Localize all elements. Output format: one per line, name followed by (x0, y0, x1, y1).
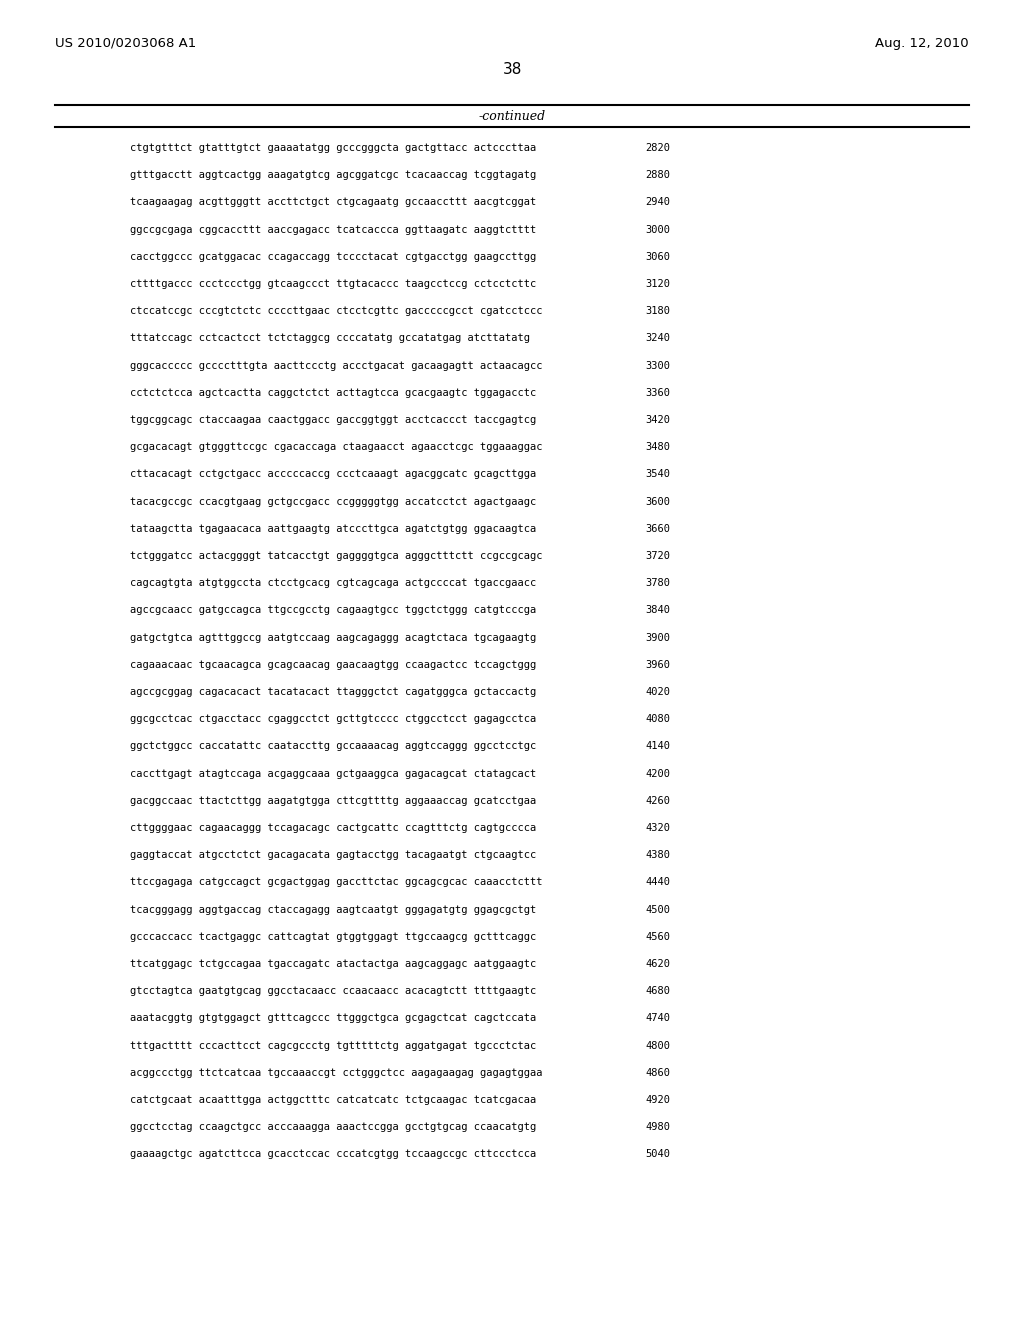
Text: 4920: 4920 (645, 1096, 670, 1105)
Text: 4320: 4320 (645, 822, 670, 833)
Text: ggctctggcc caccatattc caataccttg gccaaaacag aggtccaggg ggcctcctgc: ggctctggcc caccatattc caataccttg gccaaaa… (130, 742, 537, 751)
Text: tctgggatcc actacggggt tatcacctgt gaggggtgca agggctttctt ccgccgcagc: tctgggatcc actacggggt tatcacctgt gaggggt… (130, 550, 543, 561)
Text: acggccctgg ttctcatcaa tgccaaaccgt cctgggctcc aagagaagag gagagtggaa: acggccctgg ttctcatcaa tgccaaaccgt cctggg… (130, 1068, 543, 1078)
Text: caccttgagt atagtccaga acgaggcaaa gctgaaggca gagacagcat ctatagcact: caccttgagt atagtccaga acgaggcaaa gctgaag… (130, 768, 537, 779)
Text: tcaagaagag acgttgggtt accttctgct ctgcagaatg gccaaccttt aacgtcggat: tcaagaagag acgttgggtt accttctgct ctgcaga… (130, 198, 537, 207)
Text: 4860: 4860 (645, 1068, 670, 1078)
Text: gcccaccacc tcactgaggc cattcagtat gtggtggagt ttgccaagcg gctttcaggc: gcccaccacc tcactgaggc cattcagtat gtggtgg… (130, 932, 537, 941)
Text: gcgacacagt gtgggttccgc cgacaccaga ctaagaacct agaacctcgc tggaaaggac: gcgacacagt gtgggttccgc cgacaccaga ctaaga… (130, 442, 543, 453)
Text: 4500: 4500 (645, 904, 670, 915)
Text: 3300: 3300 (645, 360, 670, 371)
Text: cttttgaccc ccctccctgg gtcaagccct ttgtacaccc taagcctccg cctcctcttc: cttttgaccc ccctccctgg gtcaagccct ttgtaca… (130, 279, 537, 289)
Text: 3540: 3540 (645, 470, 670, 479)
Text: US 2010/0203068 A1: US 2010/0203068 A1 (55, 37, 197, 50)
Text: 3060: 3060 (645, 252, 670, 261)
Text: ggcctcctag ccaagctgcc acccaaagga aaactccgga gcctgtgcag ccaacatgtg: ggcctcctag ccaagctgcc acccaaagga aaactcc… (130, 1122, 537, 1133)
Text: cttacacagt cctgctgacc acccccaccg ccctcaaagt agacggcatc gcagcttgga: cttacacagt cctgctgacc acccccaccg ccctcaa… (130, 470, 537, 479)
Text: 2880: 2880 (645, 170, 670, 181)
Text: 4800: 4800 (645, 1040, 670, 1051)
Text: ctccatccgc cccgtctctc ccccttgaac ctcctcgttc gacccccgcct cgatcctccc: ctccatccgc cccgtctctc ccccttgaac ctcctcg… (130, 306, 543, 317)
Text: 2940: 2940 (645, 198, 670, 207)
Text: 3120: 3120 (645, 279, 670, 289)
Text: cagaaacaac tgcaacagca gcagcaacag gaacaagtgg ccaagactcc tccagctggg: cagaaacaac tgcaacagca gcagcaacag gaacaag… (130, 660, 537, 669)
Text: 3780: 3780 (645, 578, 670, 589)
Text: 4380: 4380 (645, 850, 670, 861)
Text: -continued: -continued (478, 110, 546, 123)
Text: 3600: 3600 (645, 496, 670, 507)
Text: 4200: 4200 (645, 768, 670, 779)
Text: tttgactttt cccacttcct cagcgccctg tgtttttctg aggatgagat tgccctctac: tttgactttt cccacttcct cagcgccctg tgttttt… (130, 1040, 537, 1051)
Text: 4140: 4140 (645, 742, 670, 751)
Text: 4020: 4020 (645, 686, 670, 697)
Text: 3360: 3360 (645, 388, 670, 397)
Text: gatgctgtca agtttggccg aatgtccaag aagcagaggg acagtctaca tgcagaagtg: gatgctgtca agtttggccg aatgtccaag aagcaga… (130, 632, 537, 643)
Text: 3960: 3960 (645, 660, 670, 669)
Text: 3480: 3480 (645, 442, 670, 453)
Text: 3660: 3660 (645, 524, 670, 533)
Text: cctctctcca agctcactta caggctctct acttagtcca gcacgaagtc tggagacctc: cctctctcca agctcactta caggctctct acttagt… (130, 388, 537, 397)
Text: aaatacggtg gtgtggagct gtttcagccc ttgggctgca gcgagctcat cagctccata: aaatacggtg gtgtggagct gtttcagccc ttgggct… (130, 1014, 537, 1023)
Text: ggcgcctcac ctgacctacc cgaggcctct gcttgtcccc ctggcctcct gagagcctca: ggcgcctcac ctgacctacc cgaggcctct gcttgtc… (130, 714, 537, 725)
Text: ggccgcgaga cggcaccttt aaccgagacc tcatcaccca ggttaagatc aaggtctttt: ggccgcgaga cggcaccttt aaccgagacc tcatcac… (130, 224, 537, 235)
Text: 3720: 3720 (645, 550, 670, 561)
Text: cagcagtgta atgtggccta ctcctgcacg cgtcagcaga actgccccat tgaccgaacc: cagcagtgta atgtggccta ctcctgcacg cgtcagc… (130, 578, 537, 589)
Text: ttcatggagc tctgccagaa tgaccagatc atactactga aagcaggagc aatggaagtc: ttcatggagc tctgccagaa tgaccagatc atactac… (130, 960, 537, 969)
Text: 3840: 3840 (645, 606, 670, 615)
Text: 4260: 4260 (645, 796, 670, 805)
Text: gtcctagtca gaatgtgcag ggcctacaacc ccaacaacc acacagtctt ttttgaagtc: gtcctagtca gaatgtgcag ggcctacaacc ccaaca… (130, 986, 537, 997)
Text: 5040: 5040 (645, 1150, 670, 1159)
Text: tacacgccgc ccacgtgaag gctgccgacc ccgggggtgg accatcctct agactgaagc: tacacgccgc ccacgtgaag gctgccgacc ccggggg… (130, 496, 537, 507)
Text: gacggccaac ttactcttgg aagatgtgga cttcgttttg aggaaaccag gcatcctgaa: gacggccaac ttactcttgg aagatgtgga cttcgtt… (130, 796, 537, 805)
Text: 4740: 4740 (645, 1014, 670, 1023)
Text: tggcggcagc ctaccaagaa caactggacc gaccggtggt acctcaccct taccgagtcg: tggcggcagc ctaccaagaa caactggacc gaccggt… (130, 414, 537, 425)
Text: 4680: 4680 (645, 986, 670, 997)
Text: catctgcaat acaatttgga actggctttc catcatcatc tctgcaagac tcatcgacaa: catctgcaat acaatttgga actggctttc catcatc… (130, 1096, 537, 1105)
Text: gaggtaccat atgcctctct gacagacata gagtacctgg tacagaatgt ctgcaagtcc: gaggtaccat atgcctctct gacagacata gagtacc… (130, 850, 537, 861)
Text: 4620: 4620 (645, 960, 670, 969)
Text: 2820: 2820 (645, 143, 670, 153)
Text: ttccgagaga catgccagct gcgactggag gaccttctac ggcagcgcac caaacctcttt: ttccgagaga catgccagct gcgactggag gaccttc… (130, 878, 543, 887)
Text: 3180: 3180 (645, 306, 670, 317)
Text: gggcaccccc gcccctttgta aacttccctg accctgacat gacaagagtt actaacagcc: gggcaccccc gcccctttgta aacttccctg accctg… (130, 360, 543, 371)
Text: Aug. 12, 2010: Aug. 12, 2010 (876, 37, 969, 50)
Text: tttatccagc cctcactcct tctctaggcg ccccatatg gccatatgag atcttatatg: tttatccagc cctcactcct tctctaggcg ccccata… (130, 334, 530, 343)
Text: ctgtgtttct gtatttgtct gaaaatatgg gcccgggcta gactgttacc actcccttaa: ctgtgtttct gtatttgtct gaaaatatgg gcccggg… (130, 143, 537, 153)
Text: agccgcggag cagacacact tacatacact ttagggctct cagatgggca gctaccactg: agccgcggag cagacacact tacatacact ttagggc… (130, 686, 537, 697)
Text: 4080: 4080 (645, 714, 670, 725)
Text: gaaaagctgc agatcttcca gcacctccac cccatcgtgg tccaagccgc cttccctcca: gaaaagctgc agatcttcca gcacctccac cccatcg… (130, 1150, 537, 1159)
Text: cacctggccc gcatggacac ccagaccagg tcccctacat cgtgacctgg gaagccttgg: cacctggccc gcatggacac ccagaccagg tccccta… (130, 252, 537, 261)
Text: 38: 38 (503, 62, 521, 77)
Text: 3240: 3240 (645, 334, 670, 343)
Text: 3420: 3420 (645, 414, 670, 425)
Text: 3900: 3900 (645, 632, 670, 643)
Text: 4980: 4980 (645, 1122, 670, 1133)
Text: 4560: 4560 (645, 932, 670, 941)
Text: 4440: 4440 (645, 878, 670, 887)
Text: tcacgggagg aggtgaccag ctaccagagg aagtcaatgt gggagatgtg ggagcgctgt: tcacgggagg aggtgaccag ctaccagagg aagtcaa… (130, 904, 537, 915)
Text: cttggggaac cagaacaggg tccagacagc cactgcattc ccagtttctg cagtgcccca: cttggggaac cagaacaggg tccagacagc cactgca… (130, 822, 537, 833)
Text: agccgcaacc gatgccagca ttgccgcctg cagaagtgcc tggctctggg catgtcccga: agccgcaacc gatgccagca ttgccgcctg cagaagt… (130, 606, 537, 615)
Text: 3000: 3000 (645, 224, 670, 235)
Text: tataagctta tgagaacaca aattgaagtg atcccttgca agatctgtgg ggacaagtca: tataagctta tgagaacaca aattgaagtg atccctt… (130, 524, 537, 533)
Text: gtttgacctt aggtcactgg aaagatgtcg agcggatcgc tcacaaccag tcggtagatg: gtttgacctt aggtcactgg aaagatgtcg agcggat… (130, 170, 537, 181)
